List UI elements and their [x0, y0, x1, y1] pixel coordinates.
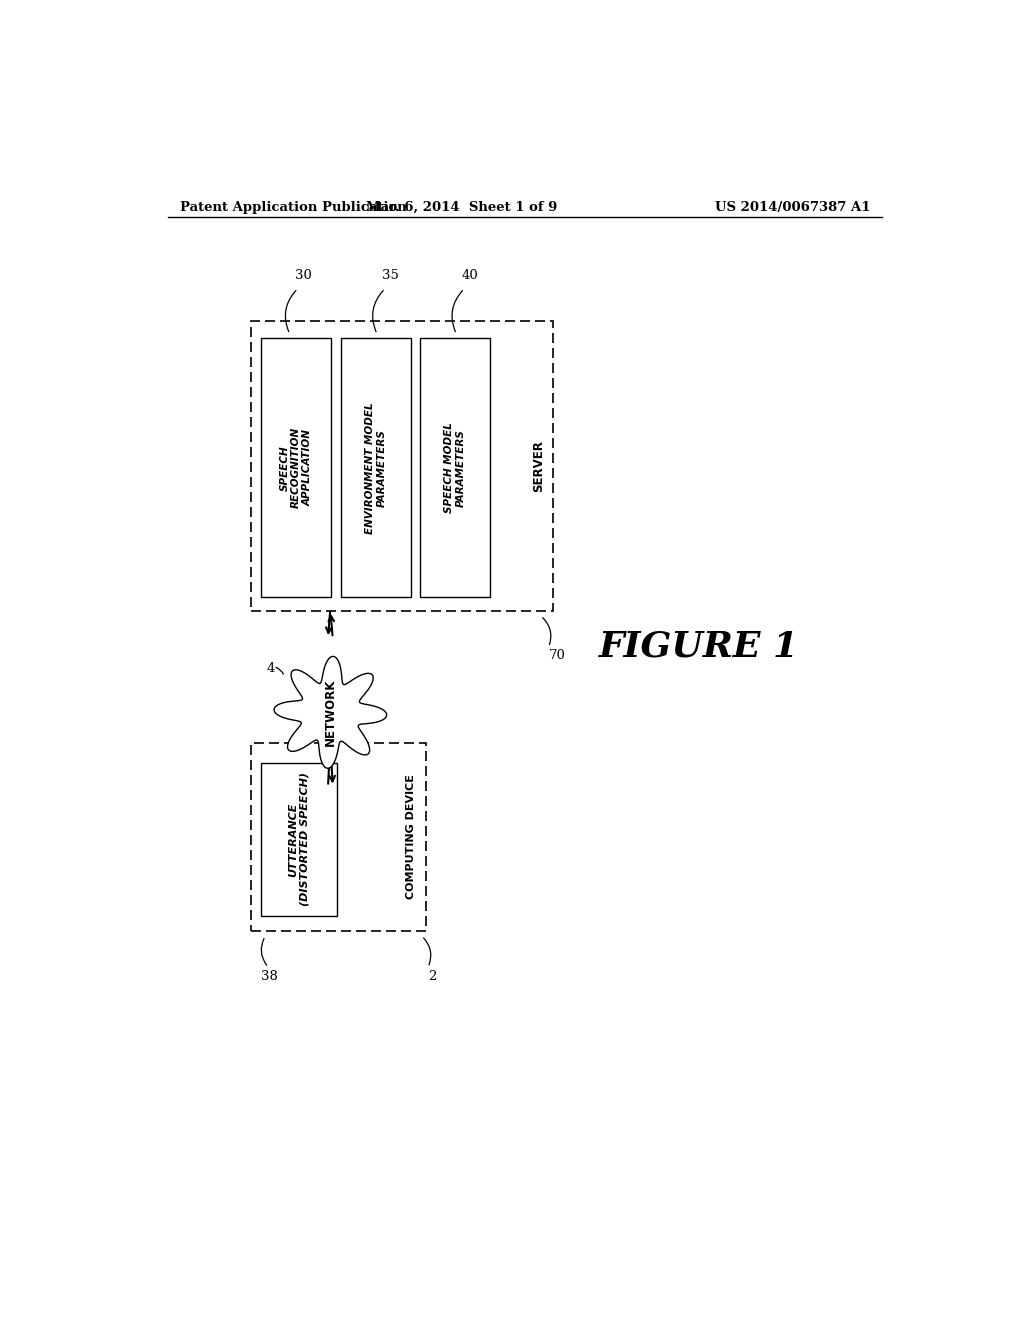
Text: 2: 2: [428, 970, 436, 982]
Polygon shape: [274, 656, 387, 768]
Text: Patent Application Publication: Patent Application Publication: [179, 201, 407, 214]
Bar: [251, 743, 426, 931]
Text: 35: 35: [382, 269, 398, 282]
Text: 4: 4: [267, 661, 275, 675]
Bar: [420, 338, 489, 598]
Text: FIGURE 1: FIGURE 1: [599, 630, 800, 663]
Text: 70: 70: [549, 649, 565, 663]
Text: COMPUTING DEVICE: COMPUTING DEVICE: [407, 775, 417, 899]
Text: UTTERANCE
(DISTORTED SPEECH): UTTERANCE (DISTORTED SPEECH): [288, 772, 310, 907]
Text: 38: 38: [260, 970, 278, 982]
Bar: [251, 321, 553, 611]
Text: ENVIRONMENT MODEL
PARAMETERS: ENVIRONMENT MODEL PARAMETERS: [365, 403, 386, 533]
Text: SERVER: SERVER: [531, 440, 545, 492]
Bar: [261, 338, 331, 598]
Bar: [341, 338, 411, 598]
Text: Mar. 6, 2014  Sheet 1 of 9: Mar. 6, 2014 Sheet 1 of 9: [366, 201, 557, 214]
Text: US 2014/0067387 A1: US 2014/0067387 A1: [715, 201, 870, 214]
Text: SPEECH
RECOGNITION
APPLICATION: SPEECH RECOGNITION APPLICATION: [280, 428, 313, 508]
Text: NETWORK: NETWORK: [324, 678, 337, 746]
Text: 30: 30: [295, 269, 311, 282]
Text: SPEECH MODEL
PARAMETERS: SPEECH MODEL PARAMETERS: [444, 422, 466, 513]
Bar: [261, 763, 337, 916]
Text: 40: 40: [461, 269, 478, 282]
